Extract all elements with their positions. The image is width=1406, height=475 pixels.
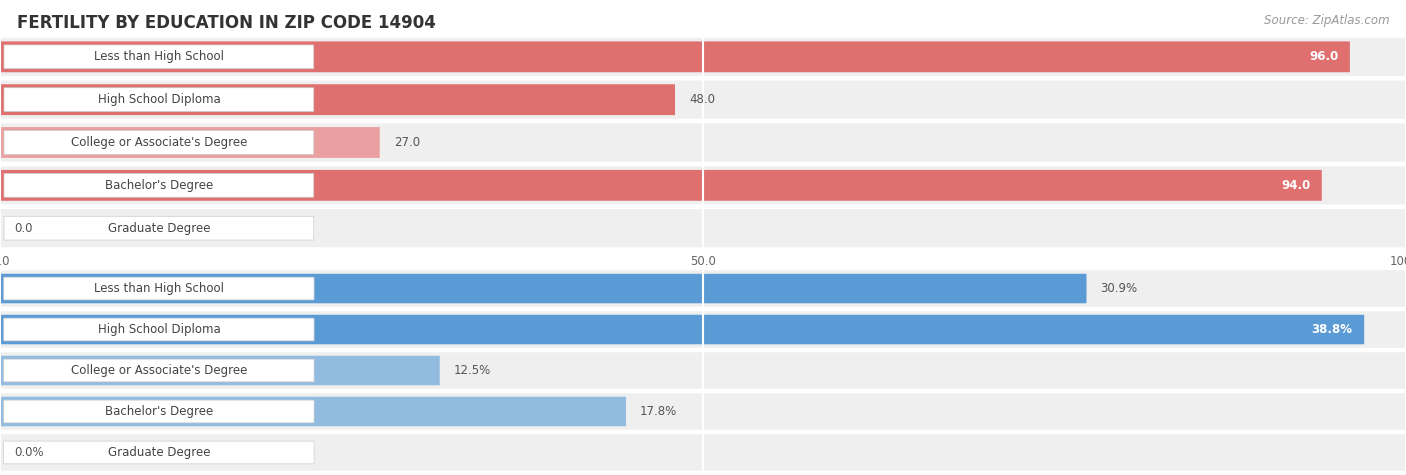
Text: 96.0: 96.0 (1309, 50, 1339, 63)
FancyBboxPatch shape (0, 166, 1406, 204)
FancyBboxPatch shape (0, 81, 1406, 119)
FancyBboxPatch shape (4, 45, 314, 69)
FancyBboxPatch shape (0, 270, 1406, 307)
FancyBboxPatch shape (0, 41, 1350, 72)
FancyBboxPatch shape (4, 318, 314, 341)
FancyBboxPatch shape (0, 209, 1406, 247)
Text: 27.0: 27.0 (394, 136, 420, 149)
FancyBboxPatch shape (4, 277, 314, 300)
Text: Less than High School: Less than High School (94, 282, 224, 295)
Text: 0.0%: 0.0% (14, 446, 44, 459)
Text: High School Diploma: High School Diploma (97, 323, 221, 336)
FancyBboxPatch shape (4, 216, 314, 240)
Text: Bachelor's Degree: Bachelor's Degree (105, 179, 212, 192)
FancyBboxPatch shape (0, 127, 380, 158)
FancyBboxPatch shape (4, 359, 314, 382)
FancyBboxPatch shape (0, 356, 440, 385)
FancyBboxPatch shape (0, 124, 1406, 162)
FancyBboxPatch shape (0, 38, 1406, 76)
FancyBboxPatch shape (0, 397, 626, 426)
Text: College or Associate's Degree: College or Associate's Degree (70, 136, 247, 149)
FancyBboxPatch shape (0, 84, 675, 115)
FancyBboxPatch shape (4, 441, 314, 464)
FancyBboxPatch shape (0, 274, 1087, 304)
FancyBboxPatch shape (4, 173, 314, 197)
FancyBboxPatch shape (0, 352, 1406, 389)
FancyBboxPatch shape (4, 88, 314, 112)
Text: 0.0: 0.0 (14, 222, 32, 235)
FancyBboxPatch shape (0, 311, 1406, 348)
Text: College or Associate's Degree: College or Associate's Degree (70, 364, 247, 377)
FancyBboxPatch shape (4, 400, 314, 423)
Text: Bachelor's Degree: Bachelor's Degree (105, 405, 212, 418)
FancyBboxPatch shape (0, 434, 1406, 471)
Text: Less than High School: Less than High School (94, 50, 224, 63)
Text: Graduate Degree: Graduate Degree (108, 222, 209, 235)
Text: Graduate Degree: Graduate Degree (108, 446, 209, 459)
Text: Source: ZipAtlas.com: Source: ZipAtlas.com (1264, 14, 1389, 27)
Text: 30.9%: 30.9% (1099, 282, 1137, 295)
Text: 17.8%: 17.8% (640, 405, 676, 418)
Text: 48.0: 48.0 (689, 93, 714, 106)
FancyBboxPatch shape (0, 393, 1406, 430)
Text: 12.5%: 12.5% (453, 364, 491, 377)
Text: FERTILITY BY EDUCATION IN ZIP CODE 14904: FERTILITY BY EDUCATION IN ZIP CODE 14904 (17, 14, 436, 32)
Text: 94.0: 94.0 (1281, 179, 1310, 192)
Text: 38.8%: 38.8% (1312, 323, 1353, 336)
Text: High School Diploma: High School Diploma (97, 93, 221, 106)
FancyBboxPatch shape (4, 131, 314, 154)
FancyBboxPatch shape (0, 170, 1322, 201)
FancyBboxPatch shape (0, 315, 1364, 344)
